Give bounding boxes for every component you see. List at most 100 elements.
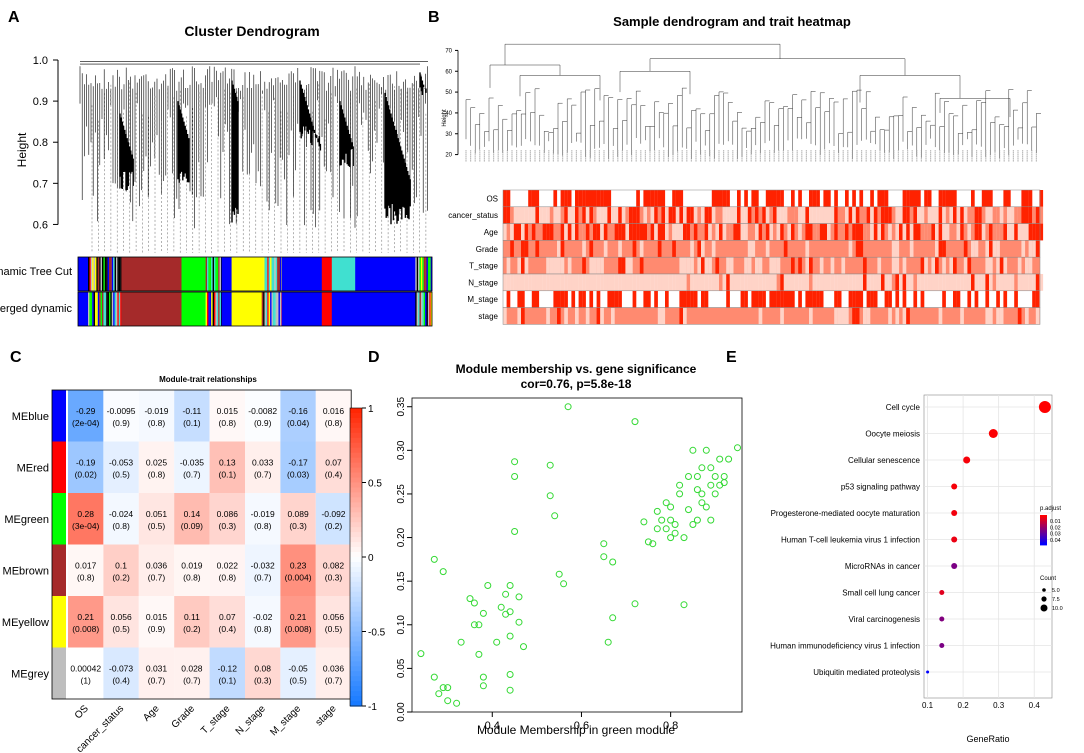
panel-b-trait-cell xyxy=(737,274,741,291)
panel-b-trait-cell xyxy=(636,274,640,291)
panel-b-trait-cell xyxy=(553,274,558,291)
panel-b-trait-cell xyxy=(740,206,745,224)
panel-b-trait-cell xyxy=(524,257,529,274)
panel-b-trait-cell xyxy=(974,240,979,258)
panel-b-trait-cell xyxy=(801,274,806,291)
panel-c-cell-value: 0.08 xyxy=(254,663,271,673)
panel-b-trait-cell xyxy=(762,274,766,291)
panel-b-trait-cell xyxy=(974,223,979,241)
panel-c-cell-pvalue: (0.9) xyxy=(112,418,130,428)
panel-b-trait-cell xyxy=(902,274,907,291)
panel-a-dynamic-bar-stripe xyxy=(110,257,112,291)
panel-b-trait-cell xyxy=(989,190,993,207)
panel-b-trait-cell xyxy=(852,223,856,241)
panel-b-trait-cell xyxy=(953,206,957,224)
panel-b-trait-cell xyxy=(1025,274,1029,291)
panel-c-colorbar-step xyxy=(350,606,362,613)
panel-b-trait-cell xyxy=(603,206,608,224)
panel-b-trait-cell xyxy=(564,190,568,207)
panel-b-trait-cell xyxy=(600,257,604,274)
panel-b-trait-cell xyxy=(877,257,882,274)
panel-c-cell-pvalue: (0.8) xyxy=(219,418,237,428)
panel-b-trait-cell xyxy=(935,240,939,258)
panel-b-trait-cell xyxy=(863,206,867,224)
panel-a-dynamic-bar-stripe xyxy=(96,257,98,291)
panel-b-trait-cell xyxy=(596,190,601,207)
panel-b-trait-cell xyxy=(1039,223,1044,241)
panel-c-cell xyxy=(103,544,139,596)
panel-c-cell-value: 0.089 xyxy=(287,509,309,519)
panel-c-cell xyxy=(315,596,352,648)
panel-b-ytick-label: 60 xyxy=(445,69,452,75)
panel-d-point xyxy=(631,418,639,426)
panel-b-trait-cell xyxy=(726,223,730,241)
panel-b-trait-cell xyxy=(672,240,676,258)
panel-b-trait-cell xyxy=(895,223,900,241)
panel-b-trait-cell xyxy=(603,240,608,258)
panel-c-cell-value: -0.0082 xyxy=(248,406,277,416)
panel-c-cell-value: -0.29 xyxy=(76,406,96,416)
panel-a-dendrogram-cluster xyxy=(419,72,427,95)
panel-b-trait-cell xyxy=(881,274,885,291)
panel-e-xtick-label: 0.2 xyxy=(958,701,970,710)
panel-c-cell-value: 0.23 xyxy=(290,560,307,570)
panel-c-cell-value: 0.11 xyxy=(184,612,200,622)
panel-c-cell-value: 0.056 xyxy=(110,612,132,622)
panel-d-point xyxy=(644,538,652,546)
panel-b-trait-heatmap xyxy=(502,189,1044,325)
panel-b-trait-cell xyxy=(895,307,900,325)
panel-c-colorbar-step xyxy=(350,596,362,603)
panel-d-ytick-label: 0.35 xyxy=(396,397,407,417)
panel-a-dynamic-bar-stripe xyxy=(427,257,430,291)
panel-a-dynamic-bar-frame xyxy=(77,256,433,292)
panel-c-cell-value: -0.05 xyxy=(288,663,308,673)
panel-a-merged-bar-stripe xyxy=(103,292,105,326)
panel-b-trait-cell xyxy=(1035,223,1040,241)
panel-e-padjust-gradient-step xyxy=(1040,522,1047,525)
panel-b-trait-cell xyxy=(924,206,928,224)
panel-b-trait-cell xyxy=(873,290,878,308)
panel-e-xtick-label: 0.3 xyxy=(993,701,1005,710)
panel-b-trait-cell xyxy=(582,240,586,258)
panel-c-cell-pvalue: (0.3) xyxy=(219,521,237,531)
panel-a-dynamic-bar-stripe xyxy=(214,257,216,291)
panel-d-point xyxy=(444,697,452,705)
panel-b-trait-cell xyxy=(906,307,910,325)
panel-e-padjust-gradient-step xyxy=(1040,527,1047,529)
panel-b-trait-cell xyxy=(758,257,763,274)
panel-b-trait-cell xyxy=(848,223,853,241)
panel-b-trait-cell xyxy=(963,257,968,274)
panel-b-trait-cell xyxy=(798,290,802,308)
panel-b-trait-cell xyxy=(1025,307,1029,325)
panel-b-trait-cell xyxy=(585,223,590,241)
panel-b-trait-cell xyxy=(726,290,730,308)
panel-a-merged-bar-stripe xyxy=(422,292,424,326)
panel-c-cell-value: 0.051 xyxy=(146,509,168,519)
panel-b-trait-cell xyxy=(780,307,784,325)
panel-b-trait-cell xyxy=(549,206,554,224)
panel-c-cell-pvalue: (0.5) xyxy=(289,675,307,685)
panel-b-trait-cell xyxy=(798,223,802,241)
panel-e-category-label: Progesterone-mediated oocyte maturation xyxy=(771,509,920,518)
panel-b-trait-cell xyxy=(657,240,662,258)
panel-c-cell xyxy=(103,596,139,648)
panel-b-trait-cell xyxy=(1010,206,1015,224)
panel-a-dynamic-bar-stripe xyxy=(102,257,104,291)
panel-b-trait-cell xyxy=(535,190,540,207)
panel-c-colorbar-step xyxy=(350,636,362,643)
panel-a-merged-bar-stripe xyxy=(216,292,219,326)
panel-label-a: A xyxy=(8,9,20,26)
panel-a-ylabel: Height xyxy=(15,132,29,167)
panel-a-merged-bar-stripe xyxy=(268,292,271,326)
panel-e-padjust-gradient-step xyxy=(1040,521,1047,523)
panel-c-colorbar-tick-label: 0.5 xyxy=(368,479,382,490)
panel-a-merged-bar-stripe xyxy=(429,292,431,326)
panel-a-merged-bar-brown xyxy=(121,292,182,326)
panel-b-trait-cell xyxy=(834,307,838,325)
panel-b-trait-cell xyxy=(924,257,928,274)
panel-b-trait-cell xyxy=(729,274,734,291)
panel-d-point xyxy=(511,528,519,535)
panel-a-dendrogram-cluster xyxy=(384,92,411,225)
panel-c-cell-value: -0.053 xyxy=(109,457,133,467)
panel-b-trait-cell xyxy=(711,206,716,224)
